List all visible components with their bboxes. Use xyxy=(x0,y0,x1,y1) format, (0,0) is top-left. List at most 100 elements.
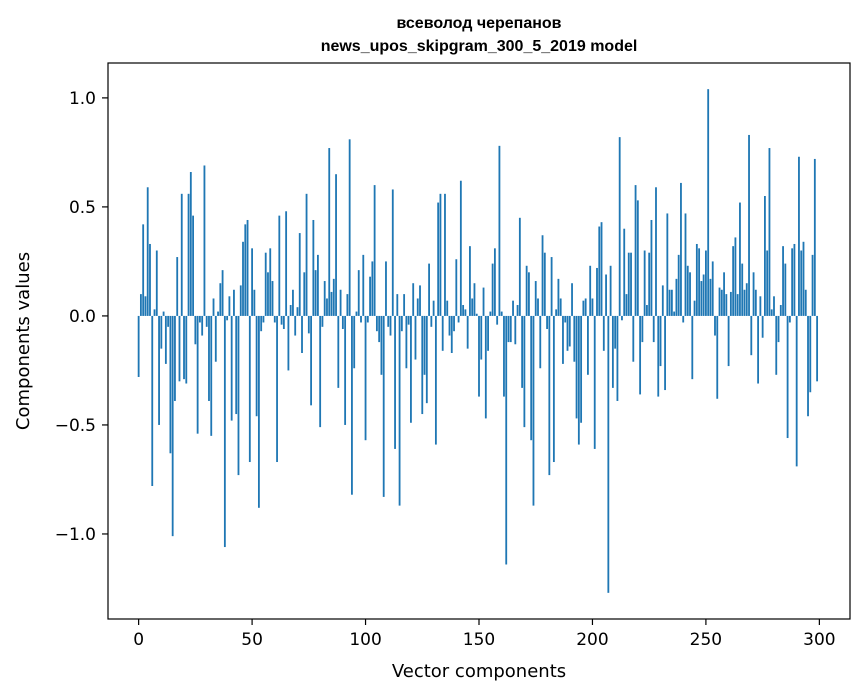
bar-68 xyxy=(292,289,294,316)
bar-84 xyxy=(328,148,331,316)
bar-207 xyxy=(607,315,610,593)
bar-257 xyxy=(720,289,723,316)
y-tick-label: −0.5 xyxy=(55,416,96,436)
bar-31 xyxy=(208,315,210,401)
bar-128 xyxy=(428,263,430,316)
bar-281 xyxy=(775,315,778,375)
bar-89 xyxy=(339,289,342,316)
bar-6 xyxy=(151,315,154,486)
bar-45 xyxy=(239,285,242,316)
bar-206 xyxy=(605,274,607,316)
bar-201 xyxy=(593,315,596,449)
bar-74 xyxy=(305,193,308,316)
bar-63 xyxy=(280,315,283,325)
bar-145 xyxy=(466,315,469,349)
bar-81 xyxy=(321,315,324,327)
bar-51 xyxy=(253,289,256,316)
bar-49 xyxy=(248,315,251,463)
bar-226 xyxy=(650,219,653,316)
bar-12 xyxy=(164,315,167,364)
bar-299 xyxy=(816,315,819,382)
bar-250 xyxy=(705,250,707,316)
bar-252 xyxy=(709,278,712,316)
bar-24 xyxy=(192,215,194,316)
bar-196 xyxy=(582,300,585,316)
bar-169 xyxy=(521,315,524,388)
bar-258 xyxy=(723,272,725,316)
bar-21 xyxy=(185,315,188,384)
bar-147 xyxy=(471,298,474,316)
bar-72 xyxy=(301,315,303,353)
bar-55 xyxy=(262,315,265,323)
bar-228 xyxy=(655,187,657,316)
bar-182 xyxy=(550,257,553,316)
bar-102 xyxy=(369,276,371,316)
bar-60 xyxy=(273,315,276,323)
bar-143 xyxy=(462,305,465,316)
bar-213 xyxy=(621,315,623,321)
bar-106 xyxy=(378,315,381,343)
bar-9 xyxy=(158,315,160,425)
bar-13 xyxy=(167,315,170,327)
bar-254 xyxy=(714,315,716,336)
bar-85 xyxy=(330,291,333,316)
bar-238 xyxy=(677,254,680,316)
bar-125 xyxy=(421,315,424,415)
bar-229 xyxy=(657,315,660,397)
bar-236 xyxy=(673,311,676,316)
y-tick-label: −1.0 xyxy=(55,525,96,545)
bar-107 xyxy=(380,315,383,375)
bar-40 xyxy=(228,296,231,316)
bar-33 xyxy=(212,298,215,316)
bar-230 xyxy=(659,315,662,367)
bar-297 xyxy=(811,254,814,316)
bar-134 xyxy=(441,315,444,351)
bar-251 xyxy=(707,89,710,316)
bar-152 xyxy=(482,287,485,316)
bar-151 xyxy=(480,315,483,360)
bar-25 xyxy=(194,315,197,345)
bar-132 xyxy=(437,202,440,316)
bar-44 xyxy=(237,315,240,476)
bar-239 xyxy=(680,182,682,316)
bar-28 xyxy=(201,315,204,336)
x-tick-label: 250 xyxy=(690,630,722,650)
bar-193 xyxy=(575,315,578,419)
bar-124 xyxy=(419,285,421,316)
bar-101 xyxy=(366,315,369,323)
bar-98 xyxy=(360,315,362,323)
bar-94 xyxy=(351,315,353,495)
x-tick-label: 100 xyxy=(349,630,381,650)
bar-43 xyxy=(235,315,238,415)
bar-86 xyxy=(332,278,335,316)
bar-7 xyxy=(153,309,156,316)
bar-104 xyxy=(373,185,376,316)
bar-116 xyxy=(400,315,403,332)
bar-183 xyxy=(552,315,555,463)
bar-130 xyxy=(432,300,435,316)
x-tick-label: 300 xyxy=(803,630,835,650)
bar-80 xyxy=(319,315,322,428)
bar-277 xyxy=(766,250,769,316)
bar-268 xyxy=(745,283,748,316)
bar-245 xyxy=(693,300,696,316)
bar-160 xyxy=(500,311,503,316)
bar-77 xyxy=(312,219,315,316)
bar-148 xyxy=(473,283,476,316)
bar-162 xyxy=(505,315,508,565)
bar-155 xyxy=(489,311,492,316)
bar-96 xyxy=(355,311,358,316)
bar-224 xyxy=(646,305,648,316)
chart-title-line-1: всеволод черепанов xyxy=(396,15,561,32)
bar-259 xyxy=(725,294,728,316)
bar-59 xyxy=(271,281,274,316)
bar-216 xyxy=(627,252,630,316)
bar-56 xyxy=(264,252,267,316)
bar-233 xyxy=(666,213,669,316)
bar-197 xyxy=(584,298,587,316)
bar-100 xyxy=(364,315,367,441)
bar-34 xyxy=(214,315,217,362)
bar-267 xyxy=(743,289,746,316)
bar-90 xyxy=(341,315,344,330)
bar-242 xyxy=(686,265,689,316)
